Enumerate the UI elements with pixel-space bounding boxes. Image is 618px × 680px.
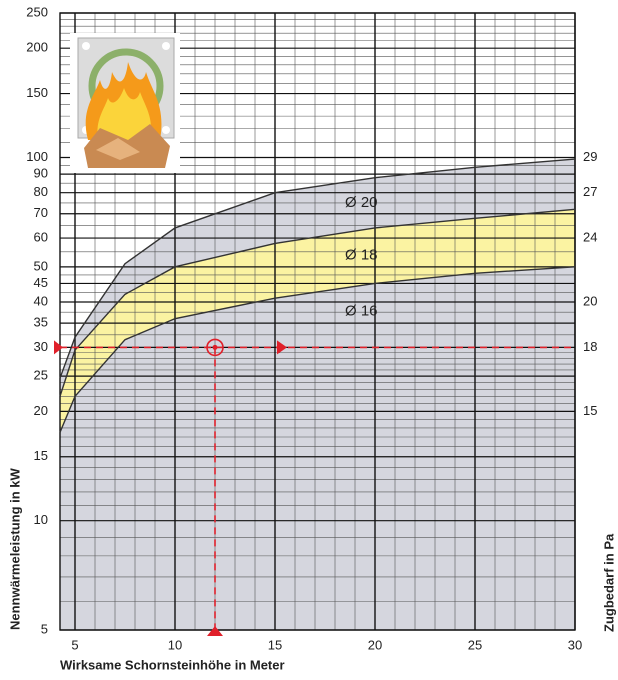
y-tick-label: 250 <box>26 4 48 19</box>
y-tick-label: 10 <box>34 512 48 527</box>
y-tick-label: 45 <box>34 275 48 290</box>
y-tick-label: 60 <box>34 230 48 245</box>
y-axis-title: Nennwärmeleistung in kW <box>7 467 22 630</box>
y-tick-label: 200 <box>26 40 48 55</box>
x-tick-label: 5 <box>71 637 78 652</box>
y-tick-label: 5 <box>41 621 48 636</box>
y-tick-label: 80 <box>34 184 48 199</box>
y2-tick-label: 15 <box>583 403 597 418</box>
y-tick-label: 20 <box>34 403 48 418</box>
fire-icon <box>70 33 180 173</box>
y-tick-label: 50 <box>34 258 48 273</box>
y-tick-label: 25 <box>34 368 48 383</box>
y-tick-label: 70 <box>34 205 48 220</box>
series-label: Ø 18 <box>345 247 378 264</box>
x-tick-label: 20 <box>368 637 382 652</box>
y-tick-label: 35 <box>34 315 48 330</box>
x-tick-label: 15 <box>268 637 282 652</box>
y2-tick-label: 18 <box>583 339 597 354</box>
y2-axis-title: Zugbedarf in Pa <box>601 533 616 632</box>
x-tick-label: 30 <box>568 637 582 652</box>
y-tick-label: 150 <box>26 85 48 100</box>
y-tick-label: 40 <box>34 293 48 308</box>
y-tick-label: 30 <box>34 339 48 354</box>
y-tick-label: 90 <box>34 166 48 181</box>
y2-tick-label: 20 <box>583 293 597 308</box>
series-label: Ø 16 <box>345 303 378 320</box>
y-tick-label: 100 <box>26 149 48 164</box>
y2-tick-label: 29 <box>583 149 597 164</box>
y-tick-label: 15 <box>34 448 48 463</box>
chart: Ø 20 Ø 18 Ø 16 Wirksame Schornsteinhöhe in… <box>0 0 618 680</box>
y2-tick-label: 27 <box>583 184 597 199</box>
marker-dot <box>213 345 218 350</box>
x-axis-title: Wirksame Schornsteinhöhe in Meter <box>60 657 285 672</box>
y2-tick-label: 24 <box>583 230 597 245</box>
x-tick-label: 10 <box>168 637 182 652</box>
x-tick-label: 25 <box>468 637 482 652</box>
series-label: Ø 20 <box>345 194 378 211</box>
